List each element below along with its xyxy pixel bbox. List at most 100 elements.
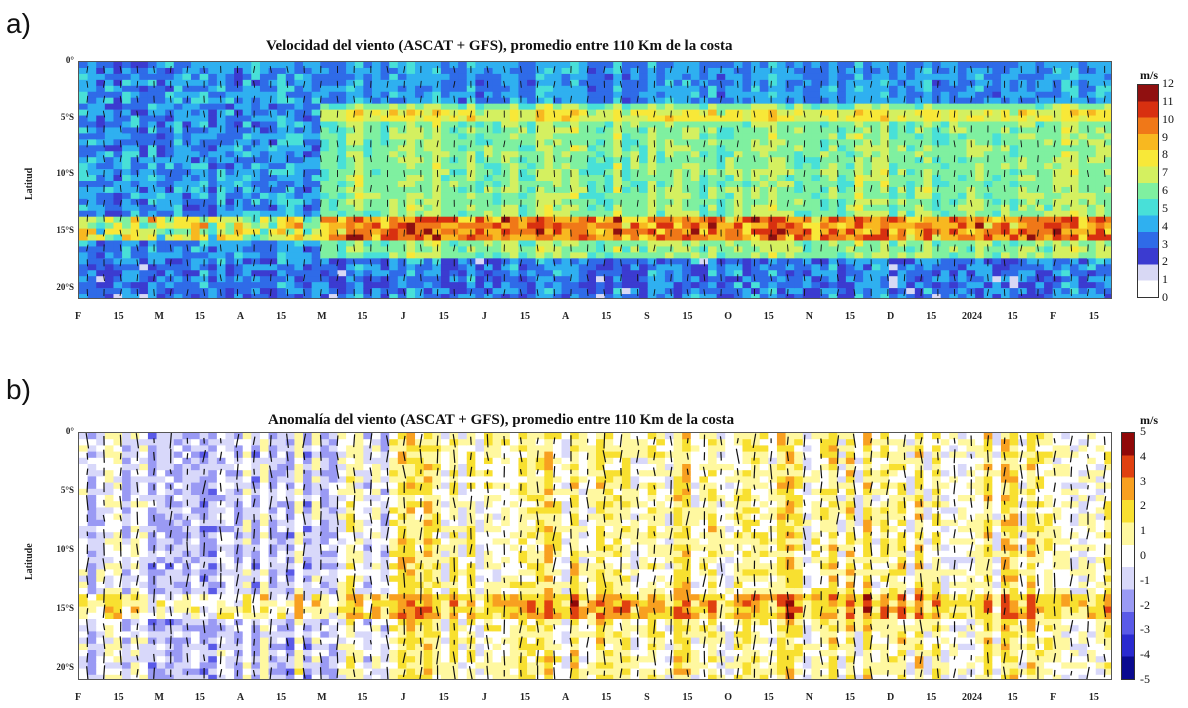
- heatmap-cell: [888, 264, 899, 271]
- heatmap-cell: [578, 252, 588, 259]
- heatmap-cell: [458, 62, 468, 69]
- heatmap-cell: [458, 139, 468, 146]
- heatmap-cell: [716, 103, 726, 111]
- heatmap-cell: [363, 62, 373, 69]
- heatmap-cell: [708, 67, 718, 75]
- heatmap-cell: [156, 288, 166, 295]
- heatmap-cell: [785, 234, 795, 242]
- heatmap-cell: [1018, 109, 1028, 117]
- heatmap-cell: [1078, 264, 1088, 271]
- heatmap-cell: [699, 85, 709, 93]
- heatmap-cell: [397, 151, 408, 158]
- heatmap-cell: [1104, 282, 1111, 289]
- heatmap-cell: [320, 222, 330, 230]
- heatmap-cell: [621, 97, 632, 105]
- heatmap-cell: [751, 294, 761, 298]
- heatmap-cell: [578, 282, 588, 289]
- heatmap-cell: [656, 139, 666, 146]
- heatmap-cell: [320, 133, 330, 140]
- heatmap-cell: [156, 103, 166, 111]
- heatmap-cell: [251, 163, 261, 170]
- heatmap-cell: [458, 216, 468, 224]
- heatmap-cell: [147, 103, 158, 111]
- heatmap-cell: [423, 240, 433, 248]
- heatmap-cell: [863, 127, 873, 134]
- heatmap-cell: [492, 252, 502, 259]
- heatmap-cell: [1087, 240, 1097, 248]
- heatmap-cell: [130, 192, 140, 200]
- heatmap-cell: [501, 85, 511, 93]
- heatmap-cell: [492, 103, 502, 111]
- heatmap-cell: [122, 270, 132, 277]
- heatmap-cell: [751, 198, 761, 206]
- heatmap-cell: [501, 258, 511, 265]
- heatmap-cell: [501, 228, 511, 236]
- heatmap-cell: [1000, 264, 1011, 271]
- heatmap-cell: [1104, 228, 1111, 236]
- heatmap-cell: [664, 115, 675, 123]
- heatmap-cell: [914, 216, 925, 224]
- heatmap-cell: [380, 133, 390, 140]
- heatmap-cell: [975, 198, 985, 206]
- heatmap-cell: [259, 204, 270, 212]
- heatmap-cell: [716, 133, 726, 140]
- heatmap-cell: [122, 151, 132, 158]
- heatmap-cell: [570, 145, 580, 152]
- heatmap-cell: [699, 169, 709, 176]
- heatmap-cell: [1069, 270, 1080, 277]
- heatmap-cell: [208, 73, 218, 81]
- heatmap-cell: [596, 97, 606, 105]
- heatmap-cell: [363, 115, 373, 123]
- heatmap-cell: [147, 192, 158, 200]
- heatmap-cell: [742, 276, 752, 283]
- heatmap-cell: [389, 133, 399, 140]
- heatmap-cell: [432, 157, 442, 164]
- heatmap-cell: [87, 198, 97, 206]
- heatmap-cell: [897, 222, 907, 230]
- heatmap-cell: [104, 85, 115, 93]
- heatmap-cell: [811, 115, 821, 123]
- heatmap-cell: [527, 181, 537, 188]
- heatmap-cell: [544, 228, 554, 236]
- heatmap-cell: [234, 109, 244, 117]
- heatmap-cell: [699, 252, 709, 259]
- heatmap-cell: [621, 288, 632, 295]
- heatmap-cell: [664, 270, 675, 277]
- heatmap-cell: [354, 175, 364, 182]
- heatmap-cell: [587, 151, 597, 158]
- heatmap-cell: [509, 276, 520, 283]
- heatmap-cell: [621, 276, 632, 283]
- heatmap-cell: [975, 139, 985, 146]
- heatmap-cell: [587, 181, 597, 188]
- heatmap-cell: [509, 157, 520, 164]
- heatmap-cell: [647, 163, 657, 170]
- heatmap-cell: [406, 103, 416, 111]
- heatmap-cell: [673, 85, 683, 93]
- heatmap-cell: [113, 198, 123, 206]
- heatmap-cell: [1044, 222, 1054, 230]
- heatmap-cell: [880, 139, 890, 146]
- heatmap-cell: [768, 67, 778, 75]
- heatmap-cell: [87, 222, 97, 230]
- heatmap-cell: [509, 109, 520, 117]
- heatmap-cell: [785, 79, 795, 87]
- heatmap-cell: [871, 181, 881, 188]
- heatmap-cell: [570, 91, 580, 99]
- heatmap-cell: [992, 157, 1002, 164]
- heatmap-cell: [113, 282, 123, 289]
- heatmap-cell: [949, 85, 959, 93]
- heatmap-cell: [733, 157, 744, 164]
- heatmap-cell: [923, 62, 933, 69]
- heatmap-cell: [639, 246, 649, 253]
- heatmap-cell: [96, 157, 106, 164]
- heatmap-cell: [483, 109, 494, 117]
- heatmap-cell: [294, 115, 304, 123]
- wind-vector: [219, 259, 222, 267]
- heatmap-cell: [397, 270, 408, 277]
- heatmap-cell: [1035, 198, 1045, 206]
- heatmap-cell: [949, 210, 959, 218]
- heatmap-cell: [268, 151, 278, 158]
- heatmap-cell: [1052, 73, 1062, 81]
- heatmap-cell: [992, 115, 1002, 123]
- heatmap-cell: [733, 97, 744, 105]
